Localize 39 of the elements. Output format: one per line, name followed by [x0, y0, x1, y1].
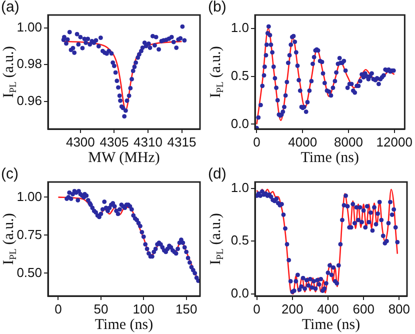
x-axis-title: Time (ns)	[94, 316, 154, 333]
x-tick-label: 8000	[334, 134, 363, 150]
chart-title: (a)	[1, 0, 20, 16]
y-tick-label: 0.0	[230, 285, 249, 300]
x-tick-label: 12000	[376, 134, 412, 150]
x-axis-title: Time (ns)	[300, 150, 359, 166]
x-axis-title: Time (ns)	[302, 316, 360, 333]
chart-title: (b)	[208, 0, 226, 16]
x-tick-label: 4315	[167, 134, 196, 150]
y-tick-label: 0.75	[16, 226, 42, 242]
y-tick-label: 0.5	[230, 232, 249, 248]
y-tick-label: 1.0	[230, 180, 249, 195]
x-tick-label: 200	[282, 301, 304, 316]
y-tick-label: 1.0	[230, 20, 249, 35]
y-axis-title: IPL (a.u.)	[208, 46, 226, 98]
x-tick-label: 100	[132, 301, 154, 316]
y-axis-title: IPL (a.u.)	[208, 213, 226, 265]
y-tick-label: 1.00	[16, 19, 42, 34]
chart-title: (c)	[1, 166, 18, 183]
x-tick-label: 0	[54, 301, 62, 316]
y-tick-label: 0.98	[16, 56, 42, 72]
x-tick-label: 4310	[134, 134, 162, 150]
x-tick-label: 4300	[66, 134, 95, 150]
y-tick-label: 0.0	[230, 116, 249, 131]
x-tick-label: 600	[352, 301, 374, 316]
x-tick-label: 4305	[100, 134, 129, 150]
y-tick-label: 0.5	[230, 68, 249, 83]
y-tick-label: 0.50	[16, 264, 42, 280]
x-tick-label: 0	[253, 134, 260, 150]
y-tick-label: 0.96	[16, 92, 42, 108]
x-tick-label: 50	[94, 301, 108, 316]
y-tick-label: 1.00	[16, 188, 42, 204]
x-tick-label: 4000	[288, 134, 318, 150]
chart-title: (d)	[208, 166, 226, 183]
x-tick-label: 400	[317, 301, 339, 316]
x-tick-label: 0	[253, 301, 260, 316]
x-tick-label: 150	[175, 301, 198, 316]
x-tick-label: 800	[388, 301, 410, 316]
x-axis-title: MW (MHz)	[88, 150, 160, 166]
